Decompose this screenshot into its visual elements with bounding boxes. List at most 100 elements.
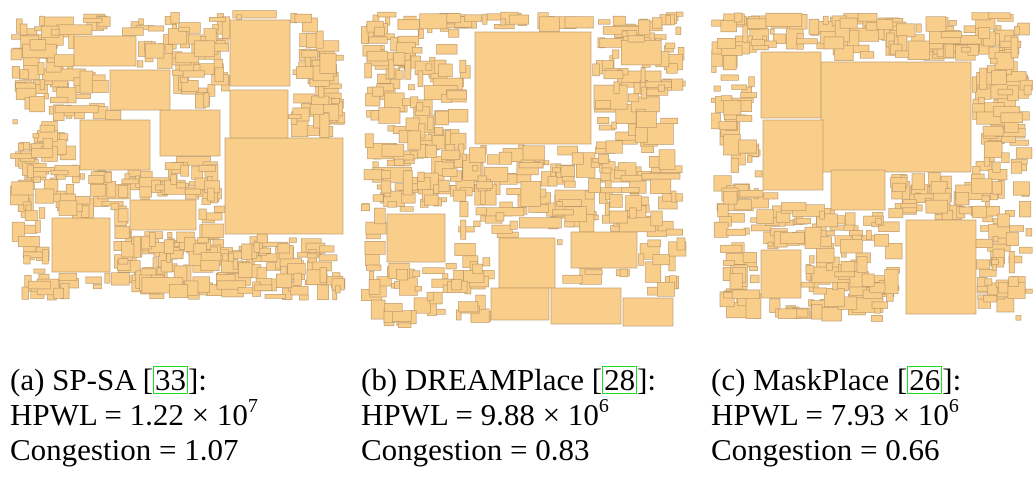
macro-block bbox=[944, 42, 955, 58]
macro-block bbox=[53, 287, 64, 299]
macro-block bbox=[58, 200, 78, 216]
macro-block bbox=[397, 322, 412, 328]
macro-block bbox=[740, 92, 758, 98]
macro-block bbox=[955, 192, 970, 206]
macro-block bbox=[33, 268, 46, 274]
macro-block bbox=[15, 82, 36, 89]
macro-block bbox=[518, 217, 562, 229]
macro-block bbox=[473, 220, 481, 227]
citation-link[interactable]: 28 bbox=[602, 362, 638, 397]
macro-block bbox=[777, 308, 798, 319]
macro-block bbox=[1015, 315, 1022, 321]
macro-block bbox=[861, 273, 875, 287]
macro-block bbox=[232, 10, 277, 19]
macro-block bbox=[820, 61, 972, 173]
macro-block bbox=[445, 262, 457, 270]
macro-block bbox=[372, 194, 384, 202]
macro-block bbox=[106, 181, 117, 198]
macro-block bbox=[1025, 288, 1033, 294]
macro-block bbox=[181, 80, 199, 92]
macro-block bbox=[839, 17, 858, 29]
macro-block bbox=[397, 18, 420, 30]
macro-block bbox=[718, 121, 737, 130]
macro-block bbox=[840, 239, 863, 254]
macro-block bbox=[982, 125, 1004, 137]
macro-block bbox=[1005, 232, 1019, 246]
macro-block bbox=[731, 84, 748, 90]
macro-block bbox=[442, 273, 449, 279]
macro-block bbox=[214, 205, 226, 213]
macro-block bbox=[229, 19, 291, 87]
macro-block bbox=[11, 181, 34, 196]
macro-block bbox=[804, 226, 822, 249]
citation-link[interactable]: 26 bbox=[907, 362, 943, 397]
macro-block bbox=[658, 149, 676, 170]
macro-block bbox=[12, 119, 18, 125]
macro-block bbox=[374, 26, 385, 37]
macro-block bbox=[482, 257, 491, 267]
macro-block bbox=[1010, 36, 1019, 59]
macro-block bbox=[404, 59, 412, 80]
hpwl-mantissa: 1.22 bbox=[129, 397, 184, 432]
macro-block bbox=[254, 284, 273, 291]
macro-block bbox=[552, 167, 561, 173]
macro-block bbox=[500, 18, 507, 26]
macro-block bbox=[395, 70, 404, 80]
macro-block bbox=[170, 12, 180, 24]
macro-block bbox=[451, 279, 462, 291]
macro-block bbox=[989, 58, 998, 65]
macro-block bbox=[475, 207, 487, 216]
hpwl-label: HPWL = bbox=[711, 397, 831, 432]
macro-block bbox=[609, 210, 629, 224]
macro-block bbox=[435, 110, 449, 126]
hpwl-mantissa: 9.88 bbox=[480, 397, 535, 432]
macro-block bbox=[448, 109, 469, 123]
macro-block bbox=[641, 86, 647, 100]
macro-block bbox=[843, 224, 855, 231]
macro-block bbox=[176, 156, 211, 166]
macro-block bbox=[671, 190, 677, 203]
macro-block bbox=[414, 286, 422, 292]
citation-link[interactable]: 33 bbox=[152, 362, 188, 397]
macro-block bbox=[361, 26, 369, 45]
macro-block bbox=[613, 81, 620, 94]
macro-block bbox=[780, 232, 805, 244]
macro-block bbox=[905, 219, 977, 315]
macro-block bbox=[19, 23, 28, 36]
macro-block bbox=[377, 11, 397, 18]
macro-block bbox=[767, 241, 774, 247]
macro-block bbox=[413, 297, 431, 314]
macro-block bbox=[253, 242, 260, 253]
macro-block bbox=[983, 295, 998, 303]
macro-block bbox=[717, 37, 736, 49]
macro-block bbox=[203, 92, 210, 108]
macro-block bbox=[885, 243, 903, 260]
macro-block bbox=[111, 272, 130, 286]
macro-block bbox=[907, 40, 930, 61]
macro-block bbox=[380, 180, 392, 194]
macro-block bbox=[198, 165, 216, 172]
placement-plot-maskplace bbox=[711, 12, 1033, 322]
macro-block bbox=[739, 190, 764, 198]
macro-block bbox=[796, 38, 818, 45]
macro-block bbox=[871, 221, 880, 228]
macro-block bbox=[228, 252, 234, 262]
macro-block bbox=[1025, 228, 1033, 237]
macro-block bbox=[50, 170, 69, 176]
macro-block bbox=[816, 248, 835, 263]
macro-block bbox=[361, 203, 370, 212]
macro-block bbox=[892, 182, 906, 192]
macro-block bbox=[856, 256, 868, 273]
macro-block bbox=[264, 293, 287, 299]
macro-block bbox=[940, 31, 963, 38]
macro-block bbox=[1016, 147, 1033, 159]
macro-block bbox=[600, 187, 623, 194]
macro-block bbox=[800, 281, 815, 288]
macro-block bbox=[393, 52, 406, 66]
macro-block bbox=[35, 219, 41, 233]
macro-block bbox=[641, 173, 681, 180]
macro-block bbox=[588, 178, 601, 193]
macro-block bbox=[33, 176, 41, 183]
macro-block bbox=[557, 239, 563, 245]
macro-block bbox=[570, 231, 638, 269]
